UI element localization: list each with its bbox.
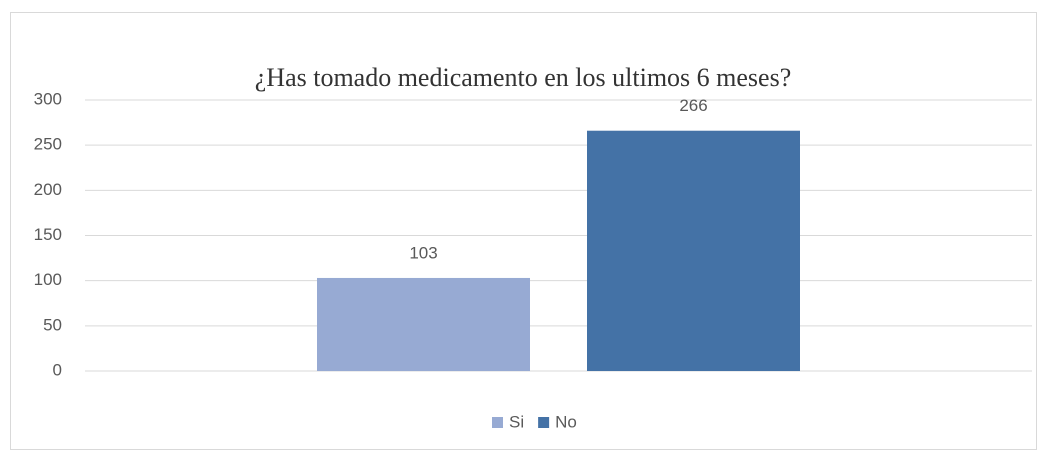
chart-frame <box>10 12 1037 450</box>
bar <box>317 277 530 371</box>
legend-swatch <box>492 417 503 428</box>
y-tick-label: 300 <box>34 89 62 108</box>
y-tick-label: 0 <box>53 360 62 379</box>
y-tick-label: 250 <box>34 135 62 154</box>
y-tick-label: 50 <box>43 315 62 334</box>
y-tick-label: 200 <box>34 180 62 199</box>
data-label: 103 <box>409 243 437 262</box>
data-label: 266 <box>679 96 707 115</box>
chart-title: ¿Has tomado medicamento en los ultimos 6… <box>255 63 792 92</box>
legend-label: No <box>555 412 577 431</box>
y-tick-label: 100 <box>34 270 62 289</box>
legend-swatch <box>538 417 550 428</box>
legend-label: Si <box>509 412 524 431</box>
y-tick-label: 150 <box>34 225 62 244</box>
bar <box>587 130 800 371</box>
